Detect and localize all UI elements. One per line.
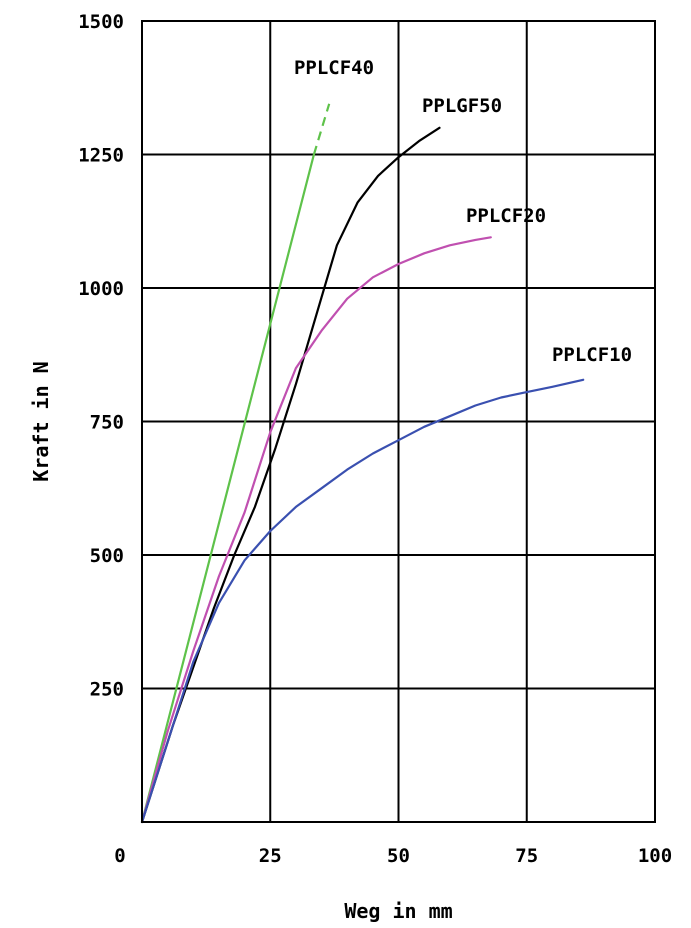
plot-frame (141, 20, 656, 823)
y-tick-label: 500 (90, 545, 124, 567)
series-line-pplcf40 (140, 153, 315, 824)
x-tick-label: 0 (114, 845, 125, 867)
series-line-pplcf20 (140, 236, 492, 824)
x-tick-label: 25 (259, 845, 282, 867)
series-dashed-pplcf40 (312, 103, 331, 155)
y-tick-label: 1500 (78, 11, 124, 33)
x-axis-title: Weg in mm (344, 899, 452, 923)
x-tick-label: 50 (387, 845, 410, 867)
y-tick-label: 1000 (78, 278, 124, 300)
y-tick-label: 250 (90, 679, 124, 701)
grid (142, 21, 655, 822)
x-tick-label: 100 (638, 845, 672, 867)
series-label-pplgf50: PPLGF50 (422, 95, 502, 117)
series-line-pplgf50 (140, 126, 441, 824)
x-tick-labels: 0 25 50 75 100 (114, 845, 672, 867)
series-line-pplcf10 (140, 378, 585, 824)
y-tick-labels: 250 500 750 1000 1250 1500 (78, 11, 124, 701)
series-labels: PPLCF40 PPLGF50 PPLCF20 PPLCF10 (294, 57, 632, 366)
series-label-pplcf20: PPLCF20 (466, 205, 546, 227)
x-tick-label: 75 (515, 845, 538, 867)
y-tick-label: 750 (90, 412, 124, 434)
series-label-pplcf10: PPLCF10 (552, 344, 632, 366)
series-lines (140, 103, 585, 824)
y-tick-label: 1250 (78, 145, 124, 167)
y-axis-title: Kraft in N (29, 361, 53, 481)
series-label-pplcf40: PPLCF40 (294, 57, 374, 79)
